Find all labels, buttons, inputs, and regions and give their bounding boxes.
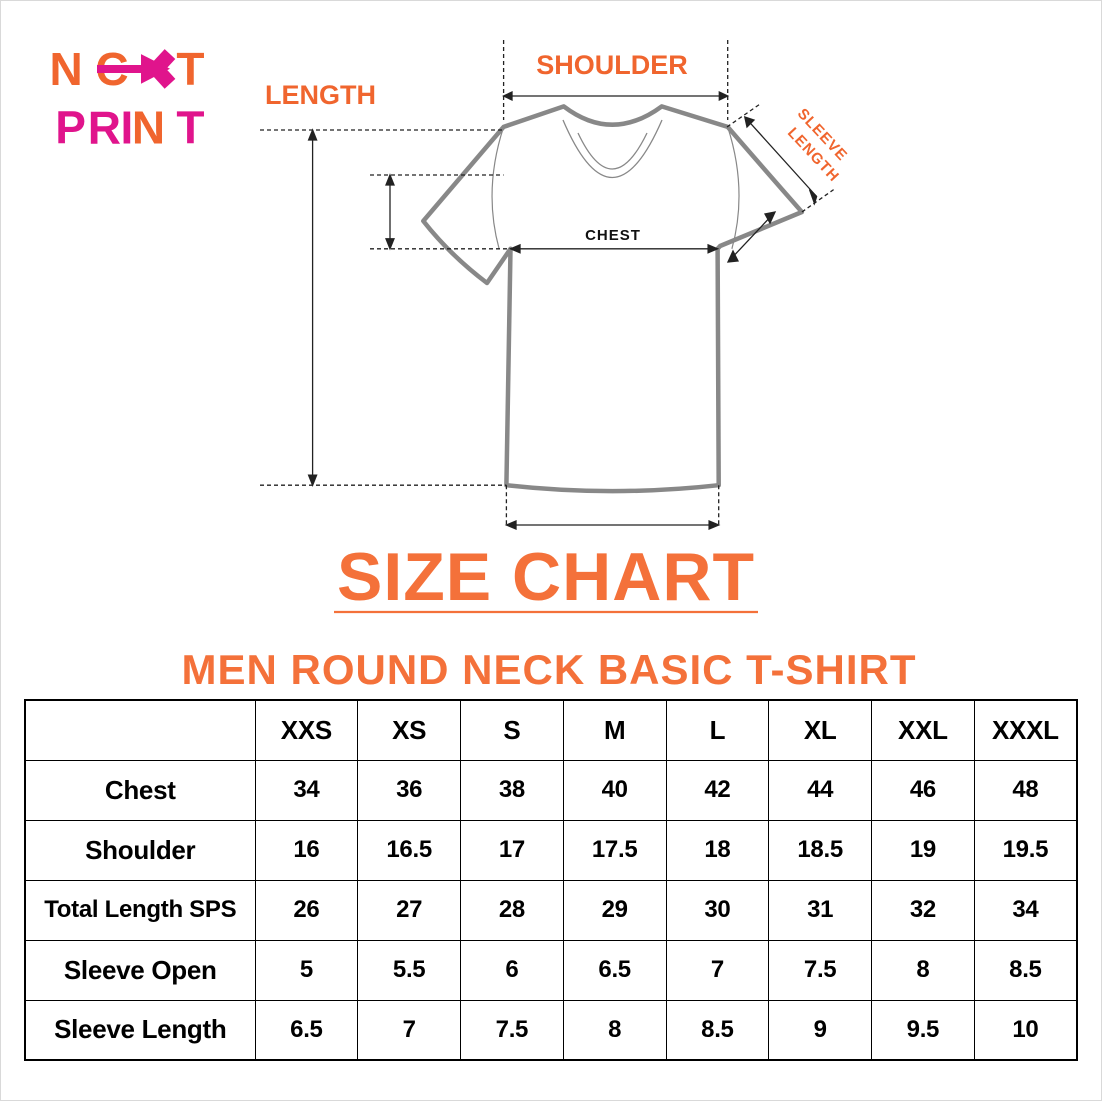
- svg-text:SIZE CHART: SIZE CHART: [337, 539, 755, 615]
- svg-text:MEN ROUND NECK BASIC T-SHIRT: MEN ROUND NECK BASIC T-SHIRT: [181, 646, 916, 693]
- svg-text:LENGTH: LENGTH: [265, 80, 376, 110]
- svg-text:SHOULDER: SHOULDER: [536, 50, 688, 80]
- svg-text:CHEST: CHEST: [585, 227, 641, 244]
